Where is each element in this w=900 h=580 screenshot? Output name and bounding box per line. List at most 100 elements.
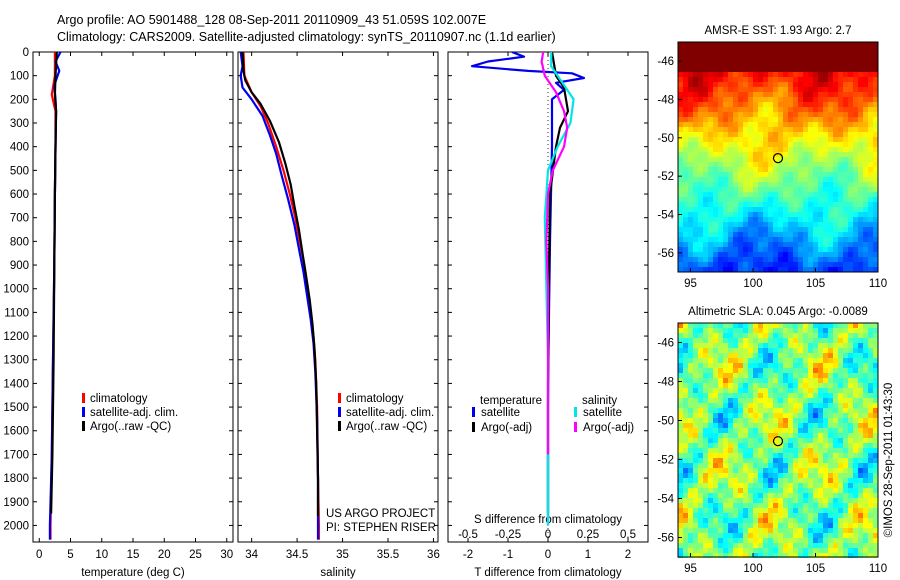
sla_map-cell <box>848 358 853 363</box>
sst_map-cell <box>683 167 688 172</box>
sla_map-cell <box>783 383 788 388</box>
sst_map-cell <box>803 227 808 232</box>
sst_map-cell <box>798 192 803 197</box>
sla_map-cell <box>788 528 793 533</box>
sla_map-cell <box>833 363 838 368</box>
sla_map-cell <box>693 338 698 343</box>
sst_map-cell <box>718 162 723 167</box>
sla_map-cell <box>858 513 863 518</box>
sst_map-cell <box>818 227 823 232</box>
sst_map-cell <box>678 247 683 252</box>
sst_map-cell <box>683 252 688 257</box>
sla_map-cell <box>843 503 848 508</box>
sla_map-cell <box>873 543 878 548</box>
sla_map-cell <box>743 353 748 358</box>
sla_map-cell <box>818 503 823 508</box>
sst_map-cell <box>708 152 713 157</box>
sla_map-cell <box>748 353 753 358</box>
sla_map-cell <box>783 473 788 478</box>
sst_map-cell <box>798 137 803 142</box>
sla_map-cell <box>748 328 753 333</box>
sst_map-cell <box>783 102 788 107</box>
sst_map-cell <box>828 107 833 112</box>
sst_map-cell <box>793 152 798 157</box>
sla_map-cell <box>788 518 793 523</box>
sst_map-cell <box>798 217 803 222</box>
sla_map-cell <box>873 553 878 558</box>
sst_map-cell <box>723 87 728 92</box>
salinity-xlabel: salinity <box>320 567 355 579</box>
sla_map-cell <box>743 408 748 413</box>
sst_map-cell <box>763 267 768 272</box>
sst_map-cell <box>858 227 863 232</box>
sla_map-cell <box>768 333 773 338</box>
sst_map-cell <box>758 222 763 227</box>
sla_map-cell <box>808 423 813 428</box>
sst_map-float-marker <box>772 153 784 164</box>
sla_map-cell <box>798 338 803 343</box>
sst_map-cell <box>758 147 763 152</box>
sla_map-cell <box>678 498 683 503</box>
sla_map-cell <box>823 503 828 508</box>
sst_map-cell <box>783 47 788 52</box>
sst_map-cell <box>693 202 698 207</box>
sst_map-xtick-label: 105 <box>806 278 825 290</box>
sst_map-cell <box>858 232 863 237</box>
sla_map-cell <box>683 423 688 428</box>
sst_map-cell <box>768 52 773 57</box>
sst_map-cell <box>743 102 748 107</box>
sst_map-cell <box>738 107 743 112</box>
sla_map-cell <box>873 383 878 388</box>
sst_map-cell <box>838 97 843 102</box>
sst_map-cell <box>788 87 793 92</box>
sla_map-cell <box>808 543 813 548</box>
sst_map-cell <box>833 242 838 247</box>
sst_map-cell <box>733 197 738 202</box>
sla_map-cell <box>848 353 853 358</box>
sla_map-cell <box>818 483 823 488</box>
sst_map-cell <box>858 112 863 117</box>
sst_map-cell <box>768 217 773 222</box>
sla_map-cell <box>838 333 843 338</box>
sst_map-cell <box>863 62 868 67</box>
sla_map-cell <box>793 428 798 433</box>
sst_map-cell <box>738 57 743 62</box>
sst_map-cell <box>773 107 778 112</box>
sla_map-cell <box>768 488 773 493</box>
sst_map-cell <box>768 187 773 192</box>
sst_map-cell <box>698 132 703 137</box>
sla_map-cell <box>843 393 848 398</box>
sst_map-cell <box>858 87 863 92</box>
sla_map-cell <box>838 343 843 348</box>
sla_map-cell <box>798 368 803 373</box>
sla_map-cell <box>733 423 738 428</box>
sst_map-cell <box>838 107 843 112</box>
sla_map-cell <box>703 508 708 513</box>
sst_map-cell <box>723 97 728 102</box>
sla_map-cell <box>748 393 753 398</box>
sst_map-cell <box>873 242 878 247</box>
sla_map-cell <box>783 488 788 493</box>
sst_map-cell <box>803 147 808 152</box>
sla_map-cell <box>828 423 833 428</box>
sla_map-cell <box>773 353 778 358</box>
sst_map-cell <box>808 237 813 242</box>
sst_map-cell <box>853 122 858 127</box>
sla_map-cell <box>783 393 788 398</box>
sla_map-cell <box>793 348 798 353</box>
sst_map-cell <box>798 172 803 177</box>
sla_map-cell <box>688 483 693 488</box>
sla_map-cell <box>738 513 743 518</box>
sla_map-cell <box>778 528 783 533</box>
sla_map-cell <box>773 478 778 483</box>
sst_map-cell <box>758 162 763 167</box>
sla_map-cell <box>678 328 683 333</box>
sla_map-cell <box>793 548 798 553</box>
sst_map-cell <box>838 242 843 247</box>
sst_map-cell <box>833 207 838 212</box>
sla_map-cell <box>688 383 693 388</box>
sst_map-cell <box>758 187 763 192</box>
sst_map-cell <box>798 87 803 92</box>
sst_map-cell <box>803 252 808 257</box>
sst_map-cell <box>813 197 818 202</box>
